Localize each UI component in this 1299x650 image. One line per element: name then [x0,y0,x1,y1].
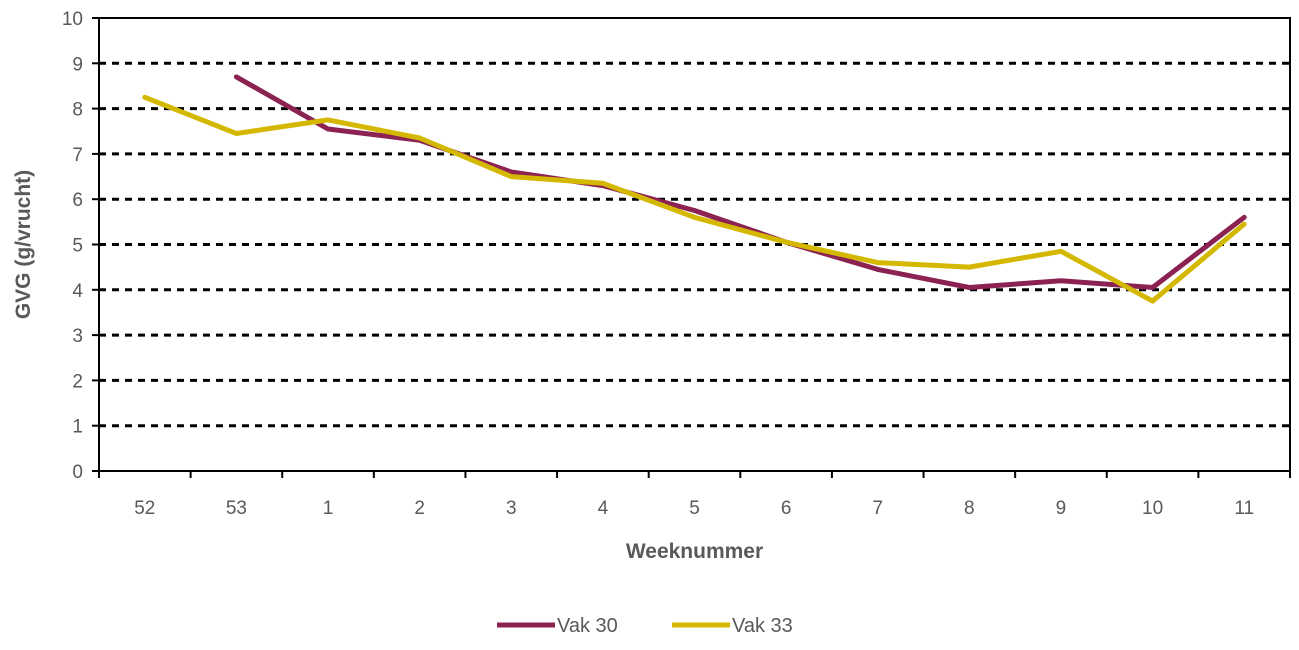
series-line-0 [233,74,1247,290]
y-tick-label: 4 [72,281,83,302]
x-tick-label: 5 [689,498,700,519]
x-tick-label: 11 [1234,498,1254,519]
y-tick-label: 0 [72,462,83,483]
x-tick-label: 8 [964,498,975,519]
y-tick-label: 10 [62,9,83,30]
y-tick-label: 2 [72,371,83,392]
legend-label: Vak 30 [557,615,618,637]
y-tick-label: 6 [72,190,83,211]
y-axis-tick-labels: 0 1 2 3 4 5 6 7 8 9 10 [62,9,99,483]
y-tick-label: 8 [72,100,83,121]
y-tick-label: 3 [72,326,83,347]
y-tick-label: 1 [72,417,83,438]
x-axis-tick-labels: 52 53 1 2 3 4 5 6 7 8 9 10 11 [98,471,1291,519]
x-tick-label: 6 [781,498,792,519]
legend: Vak 30 Vak 33 [497,615,793,637]
x-tick-label: 53 [226,498,247,519]
x-tick-label: 10 [1142,498,1163,519]
x-tick-label: 9 [1056,498,1067,519]
y-axis-title: GVG (g/vrucht) [12,170,35,319]
legend-label: Vak 33 [732,615,793,637]
x-tick-label: 1 [323,498,334,519]
plot-area-border [98,17,1291,472]
y-tick-label: 5 [72,236,83,257]
y-tick-label: 9 [72,54,83,75]
x-tick-label: 3 [506,498,517,519]
x-tick-label: 7 [872,498,883,519]
series-line-1 [142,94,1247,304]
x-tick-label: 2 [414,498,425,519]
x-axis-title: Weeknummer [626,540,763,563]
x-tick-label: 52 [134,498,155,519]
series-lines [142,74,1247,304]
gridlines [99,61,1290,428]
y-tick-label: 7 [72,145,83,166]
x-tick-label: 4 [598,498,609,519]
